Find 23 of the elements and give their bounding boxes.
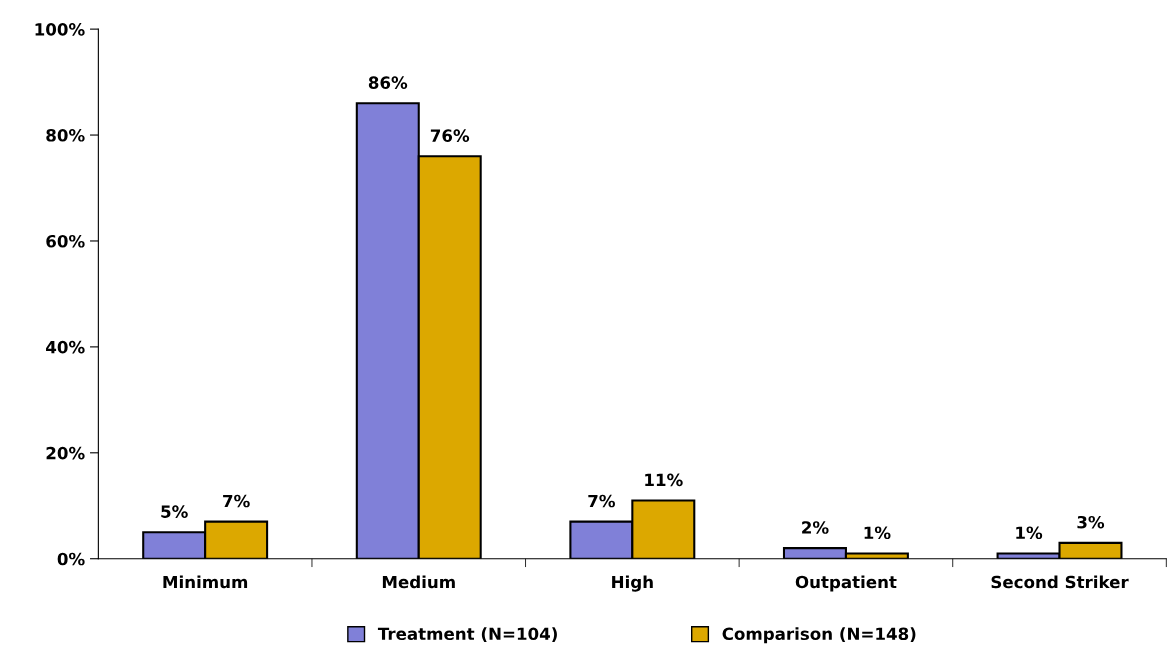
x-tick-label: High — [612, 575, 653, 592]
y-tick-label: 20% — [46, 446, 85, 460]
x-tick-label: Minimum — [163, 575, 248, 589]
y-tick-label: 40% — [46, 340, 85, 354]
y-tick-label: 60% — [46, 234, 85, 248]
data-label: 7% — [588, 494, 615, 508]
data-label: 3% — [1077, 515, 1105, 529]
x-tick-label: Outpatient — [795, 575, 897, 592]
y-tick-label: 0% — [57, 552, 85, 566]
data-label: 5% — [161, 505, 188, 518]
y-tick-label: 80% — [46, 129, 85, 142]
legend-label: Treatment (N=104) — [377, 627, 557, 643]
x-tick-label: Medium — [382, 575, 455, 589]
data-label: 11% — [645, 473, 683, 487]
data-label: 76% — [430, 129, 470, 142]
data-label: 2% — [802, 521, 829, 534]
y-tick-label: 100% — [35, 23, 85, 36]
legend-label: Comparison (N=148) — [722, 627, 916, 644]
data-label: 1% — [1016, 526, 1043, 540]
data-label: 1% — [864, 526, 891, 540]
data-label: 86% — [368, 76, 408, 89]
x-tick-label: Second Striker — [991, 575, 1129, 589]
data-label: 7% — [223, 494, 250, 508]
